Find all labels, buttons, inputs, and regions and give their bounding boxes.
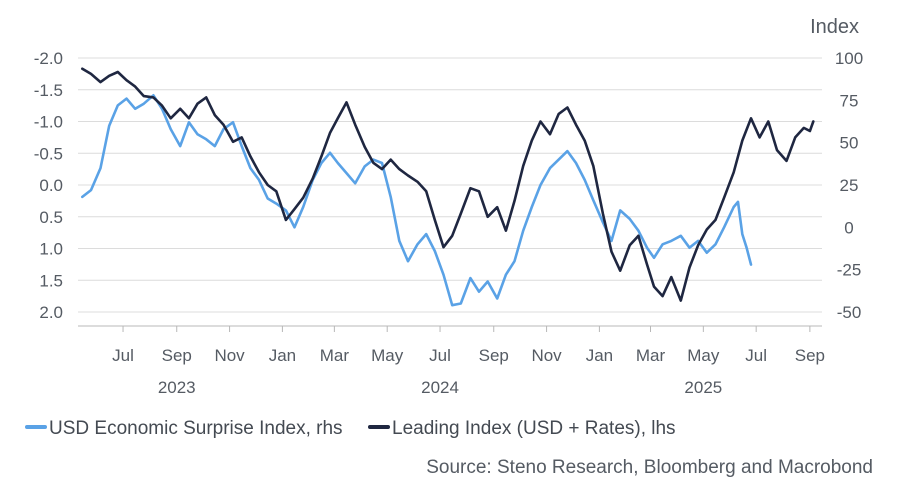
right-tick-label: -50: [837, 303, 862, 322]
x-tick-label: Mar: [320, 346, 350, 365]
x-tick-label: Jul: [429, 346, 451, 365]
series-line-surprise: [81, 94, 753, 307]
right-axis-unit: Index: [810, 16, 859, 38]
left-tick-label: -2.0: [34, 49, 63, 68]
right-tick-label: -25: [837, 261, 862, 280]
series-line-leading: [81, 67, 815, 302]
x-tick-label: Jul: [112, 346, 134, 365]
legend-item-leading-label: Leading Index (USD + Rates), lhs: [392, 418, 676, 439]
x-tick-label: Mar: [636, 346, 666, 365]
x-axis-ticks: Jul Sep Nov Jan Mar May Jul Sep Nov Jan Mar May Jul S…: [112, 326, 825, 365]
x-tick-label: Nov: [214, 346, 245, 365]
left-tick-label: 1.0: [39, 240, 63, 259]
legend-item-surprise-label: USD Economic Surprise Index, rhs: [49, 418, 343, 439]
left-tick-label: -0.5: [34, 144, 63, 163]
left-tick-label: 1.5: [39, 271, 63, 290]
gridlines: [78, 57, 822, 313]
legend: USD Economic Surprise Index, rhs Leading …: [25, 418, 676, 439]
right-axis-ticks: 100 75 50 25 0 -25 -50: [835, 49, 863, 322]
x-tick-label: Sep: [795, 346, 825, 365]
right-tick-label: 75: [840, 91, 859, 110]
x-tick-label: May: [687, 346, 720, 365]
left-axis-ticks: -2.0 -1.5 -1.0 -0.5 0.0 0.5 1.0 1.5 2.0: [34, 49, 63, 322]
x-year-label: 2024: [421, 378, 459, 397]
left-tick-label: 0.0: [39, 176, 63, 195]
x-year-label: 2023: [158, 378, 196, 397]
source-note: Source: Steno Research, Bloomberg and Ma…: [426, 457, 873, 478]
left-tick-label: -1.0: [34, 113, 63, 132]
x-tick-label: Jul: [745, 346, 767, 365]
x-tick-label: May: [371, 346, 404, 365]
left-tick-label: 2.0: [39, 303, 63, 322]
x-year-label: 2025: [684, 378, 722, 397]
x-tick-label: Jan: [586, 346, 613, 365]
left-tick-label: 0.5: [39, 208, 63, 227]
right-tick-label: 50: [840, 134, 859, 153]
right-tick-label: 100: [835, 49, 863, 68]
x-axis-year-labels: 2023 2024 2025: [158, 378, 722, 397]
plot-lines: [81, 67, 815, 307]
x-tick-label: Sep: [162, 346, 192, 365]
x-tick-label: Sep: [479, 346, 509, 365]
right-tick-label: 25: [840, 176, 859, 195]
x-tick-label: Jan: [269, 346, 296, 365]
right-tick-label: 0: [844, 218, 853, 237]
x-tick-label: Nov: [531, 346, 562, 365]
left-tick-label: -1.5: [34, 81, 63, 100]
